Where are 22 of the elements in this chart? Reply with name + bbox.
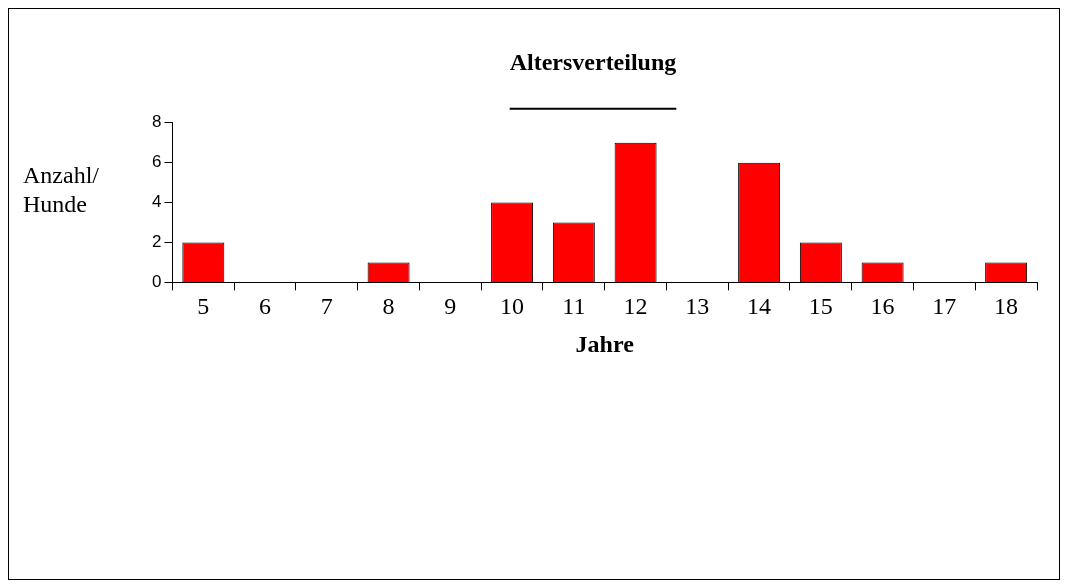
x-axis-title: Jahre: [575, 330, 635, 357]
chart-title: Altersverteilung: [509, 48, 677, 75]
x-tick-label: 10: [500, 293, 525, 320]
x-tick-label: 16: [870, 293, 895, 320]
y-tick-label: 0: [151, 272, 162, 292]
x-tick-label: 13: [685, 293, 710, 320]
x-tick-label: 15: [808, 293, 833, 320]
y-axis-title: Anzahl/ Hunde: [23, 161, 100, 219]
x-tick-label: 6: [259, 293, 272, 320]
y-tick-label: 6: [151, 152, 162, 172]
x-tick-label: 9: [444, 293, 457, 320]
x-tick-label: 8: [382, 293, 395, 320]
y-tick-label: 2: [151, 232, 162, 252]
y-tick-label: 4: [151, 192, 162, 212]
x-tick-label: 12: [623, 293, 648, 320]
x-tick-label: 17: [932, 293, 957, 320]
x-tick-label: 5: [197, 293, 210, 320]
x-tick-label: 14: [747, 293, 772, 320]
x-tick-label: 7: [320, 293, 333, 320]
y-tick-label: 8: [151, 112, 162, 132]
x-tick-label: 18: [994, 293, 1019, 320]
x-tick-label: 11: [562, 293, 586, 320]
